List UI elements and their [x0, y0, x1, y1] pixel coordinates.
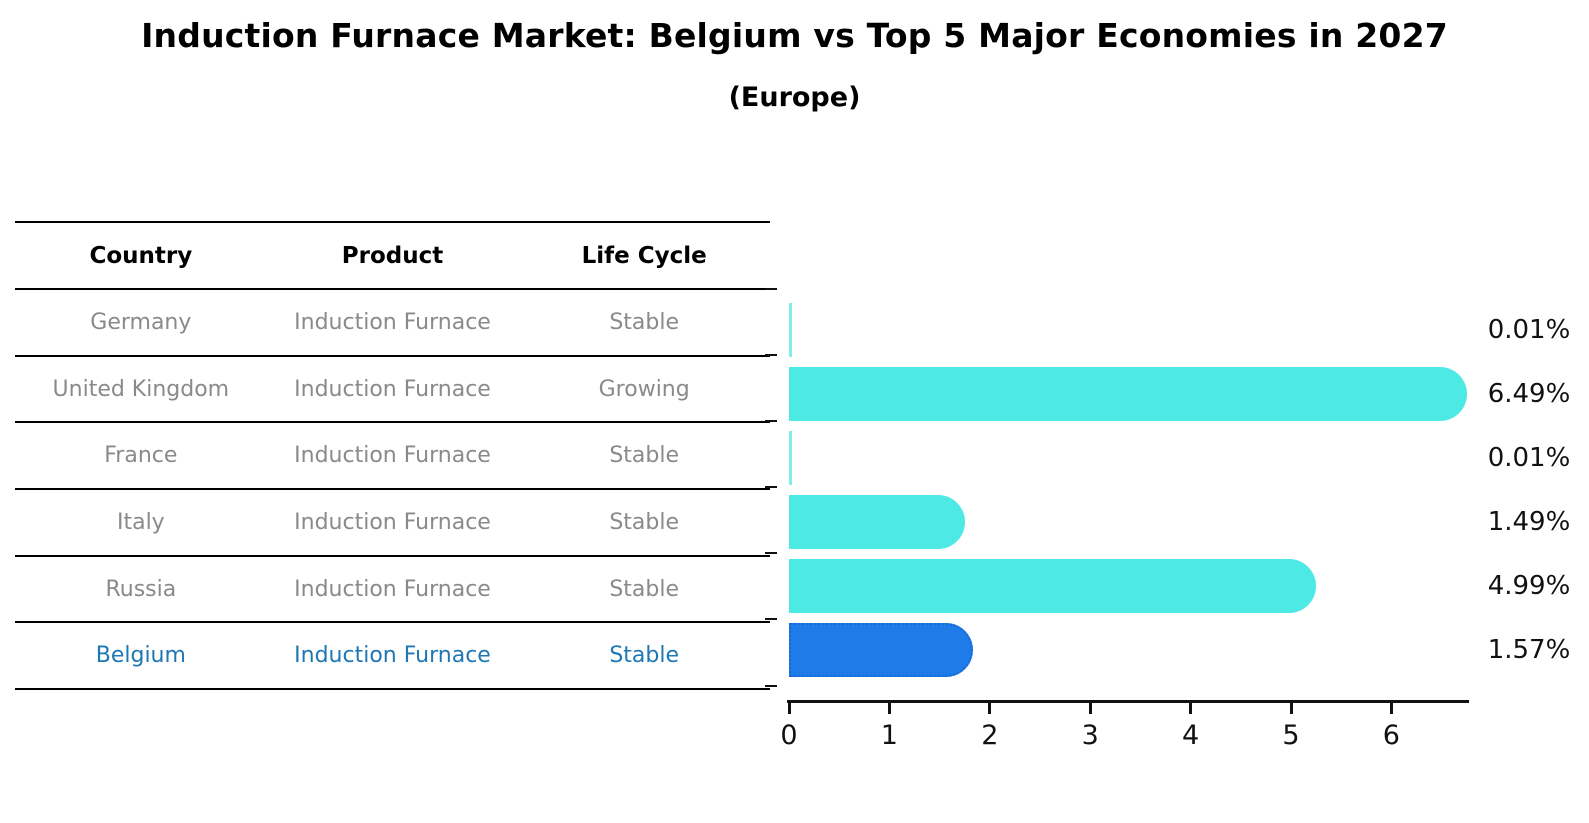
table-header-product: Product — [341, 242, 444, 269]
y-tick-4 — [765, 552, 777, 554]
bar-france — [789, 431, 792, 485]
x-tick-label-2: 2 — [981, 720, 999, 751]
value-label-france: 0.01% — [1487, 443, 1571, 473]
x-axis-line — [787, 700, 1469, 703]
x-tick-5 — [1289, 702, 1293, 714]
cell-country-united-kingdom: United Kingdom — [52, 376, 230, 402]
x-tick-4 — [1189, 702, 1193, 714]
country-table: Country Product Life Cycle Germany Induct… — [15, 221, 770, 691]
y-tick-5 — [765, 618, 777, 620]
cell-product-united-kingdom: Induction Furnace — [294, 376, 491, 402]
cell-country-belgium: Belgium — [95, 643, 186, 669]
cell-product-germany: Induction Furnace — [294, 309, 491, 335]
cell-life-cycle-italy: Stable — [609, 509, 680, 535]
x-tick-label-4: 4 — [1182, 720, 1200, 751]
cell-country-france: France — [104, 443, 178, 469]
x-tick-label-5: 5 — [1282, 720, 1300, 751]
table-header-row: Country Product Life Cycle — [15, 221, 770, 290]
x-tick-label-1: 1 — [880, 720, 898, 751]
x-tick-label-3: 3 — [1081, 720, 1099, 751]
table-row-france: France Induction Furnace Stable — [15, 423, 770, 491]
value-label-italy: 1.49% — [1487, 507, 1571, 537]
value-label-russia: 4.99% — [1487, 571, 1571, 601]
table-header-country: Country — [89, 242, 193, 269]
cell-product-italy: Induction Furnace — [294, 509, 491, 535]
value-label-germany: 0.01% — [1487, 315, 1571, 345]
table-row-italy: Italy Induction Furnace Stable — [15, 490, 770, 557]
bar-belgium — [789, 623, 973, 677]
cell-life-cycle-russia: Stable — [609, 576, 680, 602]
y-tick-2 — [765, 420, 777, 422]
chart-title: Induction Furnace Market: Belgium vs Top… — [141, 16, 1448, 55]
table-row-united-kingdom: United Kingdom Induction Furnace Growing — [15, 357, 770, 424]
y-tick-3 — [765, 486, 777, 488]
table-row-russia: Russia Induction Furnace Stable — [15, 557, 770, 624]
value-label-belgium: 1.57% — [1487, 635, 1571, 665]
table-row-belgium: Belgium Induction Furnace Stable — [15, 623, 770, 691]
cell-country-russia: Russia — [105, 576, 177, 602]
y-tick-1 — [765, 354, 777, 356]
y-tick-0 — [765, 288, 777, 290]
table-header-life-cycle: Life Cycle — [581, 242, 707, 269]
cell-life-cycle-belgium: Stable — [609, 643, 680, 669]
bar-germany — [789, 303, 792, 357]
x-tick-label-6: 6 — [1382, 720, 1400, 751]
cell-product-belgium: Induction Furnace — [294, 643, 491, 669]
value-label-united-kingdom: 6.49% — [1487, 379, 1571, 409]
bar-italy — [789, 495, 965, 549]
y-tick-6 — [765, 685, 777, 687]
bar-russia — [789, 559, 1316, 613]
chart-subtitle: (Europe) — [728, 82, 861, 113]
table-row-germany: Germany Induction Furnace Stable — [15, 290, 770, 357]
bar-united-kingdom — [789, 367, 1467, 421]
x-tick-3 — [1088, 702, 1092, 714]
cell-life-cycle-germany: Stable — [609, 309, 680, 335]
cell-life-cycle-united-kingdom: Growing — [598, 376, 690, 402]
x-tick-label-0: 0 — [780, 720, 798, 751]
x-tick-2 — [988, 702, 992, 714]
cell-product-france: Induction Furnace — [294, 443, 491, 469]
x-tick-1 — [887, 702, 891, 714]
table-body: Germany Induction Furnace Stable United Kin… — [15, 290, 770, 691]
cell-country-italy: Italy — [116, 509, 165, 535]
x-tick-6 — [1389, 702, 1393, 714]
cell-life-cycle-france: Stable — [609, 443, 680, 469]
cell-product-russia: Induction Furnace — [294, 576, 491, 602]
cell-country-germany: Germany — [90, 309, 192, 335]
x-tick-0 — [787, 702, 791, 714]
